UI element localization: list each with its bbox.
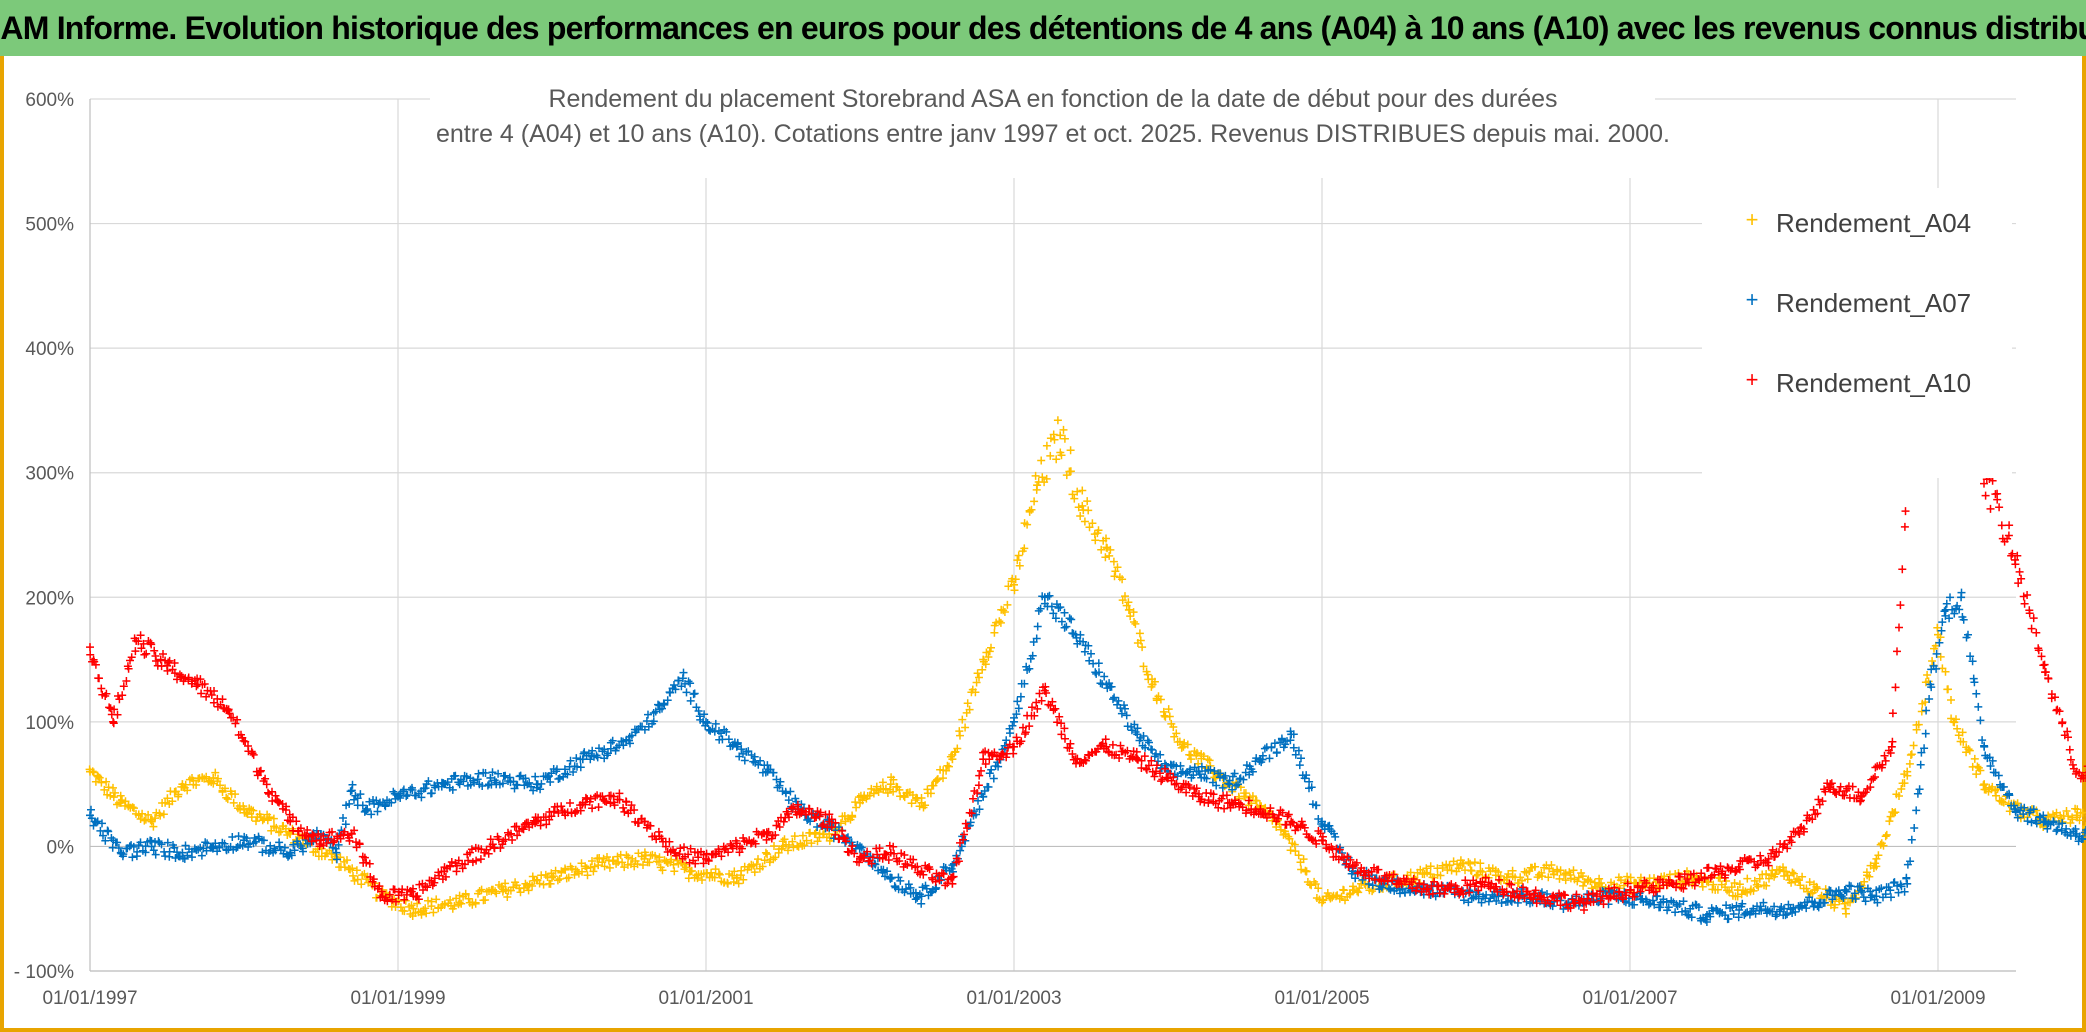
data-point (86, 643, 94, 652)
y-tick-label: 500% (25, 215, 74, 236)
data-point (486, 773, 495, 782)
banner-title: ADAM Informe. Evolution historique des p… (0, 9, 2086, 46)
y-tick-label: 600% (25, 90, 74, 111)
series-rendement_a10 (86, 213, 2086, 914)
y-tick-label: 300% (25, 464, 74, 485)
series-cloud (86, 213, 2086, 914)
x-tick-label: 01/01/2005 (1274, 988, 1369, 1009)
title-background (430, 70, 1655, 178)
y-tick-label: 100% (25, 713, 74, 734)
data-point (332, 848, 341, 857)
gridlines (90, 98, 2016, 972)
data-point (886, 780, 895, 789)
x-axis: 01/01/1997 01/01/1999 01/01/2001 01/01/2003… (42, 970, 2016, 1009)
y-axis: - 100% 0% 100% 200% 300% 400% 500% 600% (14, 90, 91, 983)
legend-marker-a07: + (1746, 287, 1759, 312)
x-tick-label: 01/01/1999 (350, 988, 445, 1009)
legend-marker-a10: + (1746, 367, 1759, 392)
x-tick-label: 01/01/2003 (966, 988, 1061, 1009)
banner: ADAM Informe. Evolution historique des p… (0, 0, 2086, 56)
x-tick-label: 01/01/1997 (42, 988, 137, 1009)
plot-area (85, 213, 2086, 926)
data-point (948, 861, 957, 870)
y-tick-label: 200% (25, 588, 74, 609)
x-tick-label: 01/01/2007 (1582, 988, 1677, 1009)
chart-title-line2: entre 4 (A04) et 10 ans (A10). Cotations… (436, 120, 1670, 148)
x-tick-label: 01/01/2009 (1890, 988, 1985, 1009)
data-point (455, 898, 464, 907)
legend-label-a07: Rendement_A07 (1776, 288, 1971, 318)
legend-marker-a04: + (1746, 207, 1759, 232)
y-tick-label: 0% (47, 837, 75, 858)
legend-label-a04: Rendement_A04 (1776, 208, 1971, 238)
chart-title-line1: Rendement du placement Storebrand ASA en… (548, 85, 1557, 113)
y-tick-label: - 100% (14, 962, 74, 983)
y-tick-label: 400% (25, 339, 74, 360)
data-point (1056, 431, 1065, 440)
legend-background (1702, 188, 2012, 478)
chart: - 100% 0% 100% 200% 300% 400% 500% 600% 01/01/1… (8, 58, 2086, 1028)
x-tick-label: 01/01/2001 (658, 988, 753, 1009)
legend-label-a10: Rendement_A10 (1776, 368, 1971, 398)
legend: + Rendement_A04 + Rendement_A07 + Rendem… (1702, 188, 2012, 478)
